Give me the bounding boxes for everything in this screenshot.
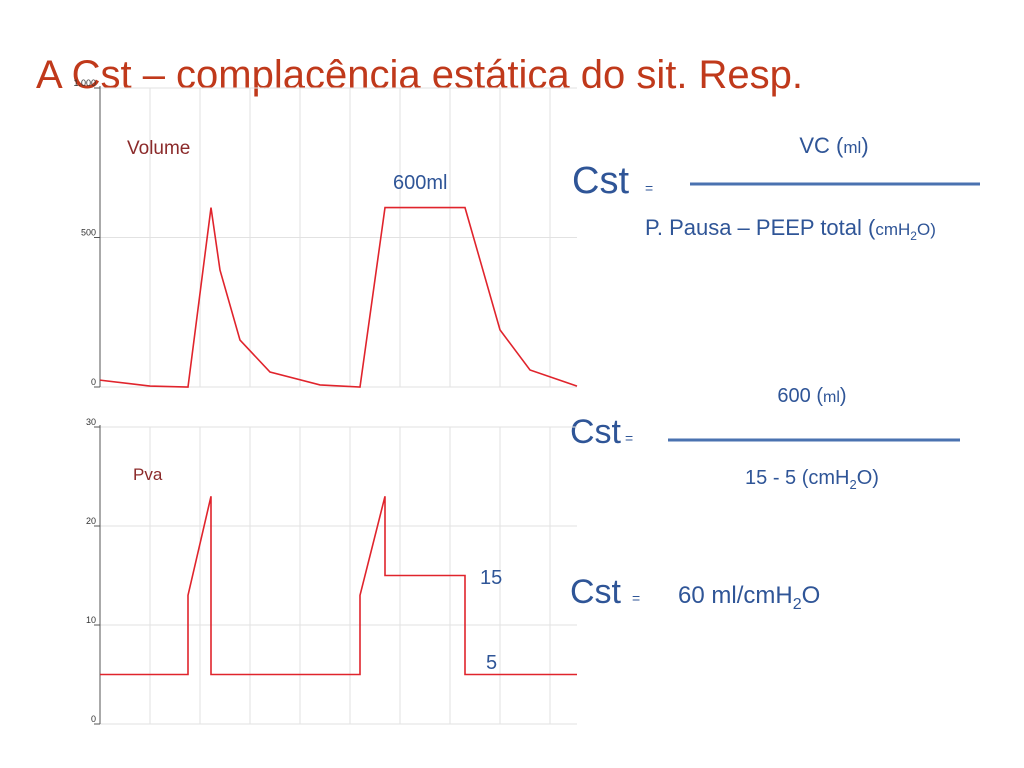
y-tick-label: 30 bbox=[86, 417, 96, 427]
text: O bbox=[802, 582, 821, 609]
text: P. Pausa – PEEP total ( bbox=[645, 215, 876, 240]
text: ) bbox=[840, 385, 847, 407]
formula-eq: = bbox=[632, 590, 640, 606]
waveform bbox=[100, 496, 577, 676]
text: 2 bbox=[793, 596, 802, 613]
denominator: 15 - 5 (cmH2O) bbox=[745, 467, 879, 492]
text: 60 ml/cmH bbox=[678, 582, 793, 609]
text: 2 bbox=[910, 229, 917, 243]
denominator: P. Pausa – PEEP total (cmH2O) bbox=[645, 215, 936, 243]
y-tick-label: 0 bbox=[91, 377, 96, 387]
annotation: Volume bbox=[127, 138, 190, 159]
text: O) bbox=[857, 467, 879, 489]
result: 60 ml/cmH2O bbox=[678, 582, 820, 613]
text: VC ( bbox=[799, 133, 844, 158]
annotation: 5 bbox=[486, 652, 497, 674]
waveform bbox=[99, 206, 578, 388]
annotation: 15 bbox=[480, 567, 502, 589]
y-tick-label: 0 bbox=[91, 714, 96, 724]
y-tick-label: 1.000 bbox=[73, 78, 96, 88]
numerator: 600 (ml) bbox=[777, 385, 846, 407]
y-tick-label: 10 bbox=[86, 615, 96, 625]
y-tick-label: 500 bbox=[81, 228, 96, 238]
text: 2 bbox=[850, 477, 857, 492]
annotation: 600ml bbox=[393, 172, 447, 194]
formula-eq: = bbox=[645, 180, 653, 196]
annotation: Pva bbox=[133, 465, 163, 484]
text: ml bbox=[843, 138, 861, 157]
slide-title: A Cst – complacência estática do sit. Re… bbox=[36, 53, 803, 97]
numerator: VC (ml) bbox=[799, 133, 868, 158]
formula-lhs: Cst bbox=[570, 573, 622, 611]
text: ml bbox=[823, 389, 840, 406]
text: 15 - 5 (cmH bbox=[745, 467, 849, 489]
formula-lhs: Cst bbox=[572, 160, 629, 202]
text: O) bbox=[917, 220, 936, 239]
text: cmH bbox=[875, 220, 910, 239]
formula-lhs: Cst bbox=[570, 413, 622, 451]
y-tick-label: 20 bbox=[86, 516, 96, 526]
text: ) bbox=[861, 133, 868, 158]
text: 600 ( bbox=[777, 385, 823, 407]
formula-eq: = bbox=[625, 430, 633, 446]
